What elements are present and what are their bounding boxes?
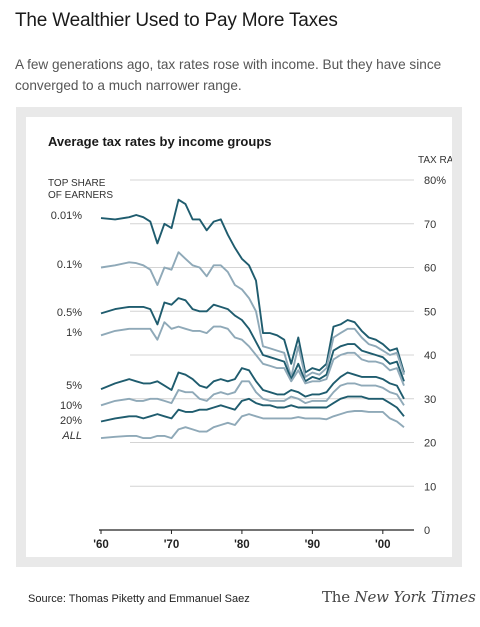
left-axis-title-line-2: OF EARNERS: [48, 190, 113, 201]
series-label-0_01pct: 0.01%: [51, 210, 82, 222]
series-label-5pct: 5%: [66, 380, 82, 392]
x-tick-label-1990: '90: [305, 539, 321, 551]
source-note: Source: Thomas Piketty and Emmanuel Saez: [28, 593, 250, 605]
series-line-5pct: [100, 367, 405, 400]
series-label-1pct: 1%: [66, 327, 82, 339]
series-line-0_1pct: [100, 251, 405, 378]
series-line-1pct: [100, 321, 405, 386]
chart-title: Average tax rates by income groups: [48, 134, 272, 149]
subhead: A few generations ago, tax rates rose wi…: [15, 57, 442, 93]
y-tick-label-0: 0: [424, 525, 430, 537]
series-line-0_01pct: [100, 198, 405, 374]
y-tick-label-50: 50: [424, 306, 436, 318]
series-line-ALL: [100, 410, 405, 440]
x-tick-label-1970: '70: [164, 539, 180, 551]
nyt-logo: The New York Times: [322, 588, 476, 606]
y-tick-label-60: 60: [424, 263, 436, 275]
left-axis-title-line-1: TOP SHARE: [48, 178, 106, 189]
y-tick-label-70: 70: [424, 219, 436, 231]
right-axis-title: TAX RATE: [418, 155, 452, 166]
series-line-0_5pct: [100, 297, 405, 383]
series-label-0_1pct: 0.1%: [57, 259, 82, 271]
x-tick-label-2000: '00: [375, 539, 391, 551]
y-tick-label-20: 20: [424, 438, 436, 450]
x-tick-label-1960: '60: [93, 539, 109, 551]
y-tick-label-80: 80%: [424, 175, 446, 187]
series-label-10pct: 10%: [60, 400, 82, 412]
x-tick-label-1980: '80: [234, 539, 250, 551]
y-tick-label-30: 30: [424, 394, 436, 406]
series-line-20pct: [100, 395, 405, 423]
y-tick-label-10: 10: [424, 481, 436, 493]
headline: The Wealthier Used to Pay More Taxes: [15, 10, 338, 31]
series-label-ALL: ALL: [61, 430, 82, 442]
series-line-10pct: [100, 380, 405, 407]
series-label-20pct: 20%: [60, 415, 82, 427]
series-label-0_5pct: 0.5%: [57, 307, 82, 319]
y-tick-label-40: 40: [424, 350, 436, 362]
